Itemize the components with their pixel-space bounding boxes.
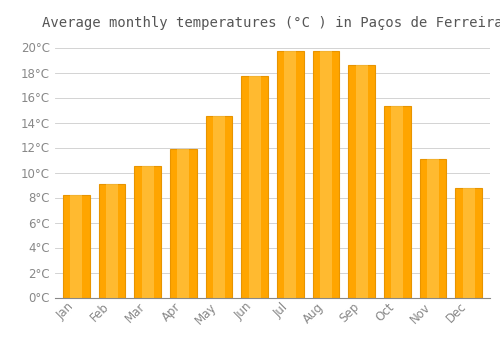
Bar bbox=[206, 116, 233, 298]
Bar bbox=[142, 166, 154, 298]
Bar bbox=[348, 65, 375, 298]
Bar bbox=[312, 51, 340, 298]
Bar bbox=[284, 51, 296, 298]
Bar bbox=[242, 76, 268, 298]
Bar bbox=[70, 195, 83, 298]
Bar bbox=[170, 149, 196, 298]
Bar bbox=[420, 159, 446, 298]
Bar bbox=[356, 65, 368, 298]
Bar bbox=[63, 195, 90, 298]
Bar bbox=[392, 106, 404, 298]
Bar bbox=[384, 106, 410, 298]
Bar bbox=[98, 184, 126, 298]
Bar bbox=[462, 188, 474, 298]
Title: Average monthly temperatures (°C ) in Paços de Ferreira: Average monthly temperatures (°C ) in Pa… bbox=[42, 16, 500, 30]
Bar bbox=[106, 184, 118, 298]
Bar bbox=[213, 116, 225, 298]
Bar bbox=[178, 149, 190, 298]
Bar bbox=[134, 166, 161, 298]
Bar bbox=[277, 51, 303, 298]
Bar bbox=[248, 76, 260, 298]
Bar bbox=[427, 159, 439, 298]
Bar bbox=[455, 188, 482, 298]
Bar bbox=[320, 51, 332, 298]
